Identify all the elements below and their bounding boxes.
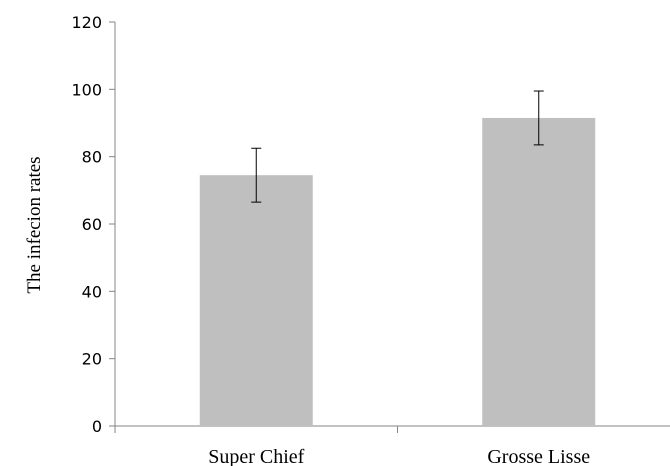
bar-super-chief — [199, 175, 313, 426]
x-tick-label: Grosse Lisse — [487, 446, 590, 466]
y-axis: 0 20 40 60 80 100 120 — [71, 13, 116, 436]
bars — [199, 117, 596, 426]
y-tick-label: 40 — [82, 282, 102, 301]
y-tick-label: 100 — [71, 80, 102, 99]
error-bars — [251, 90, 544, 203]
y-tick-label: 60 — [82, 215, 102, 234]
error-bar — [251, 147, 262, 203]
y-tick-label: 80 — [82, 148, 102, 167]
y-tick-label: 20 — [82, 350, 102, 369]
x-axis: Super Chief Grosse Lisse — [114, 425, 670, 466]
y-tick-label: 120 — [71, 13, 102, 32]
bar-grosse-lisse — [482, 117, 596, 426]
error-bar — [533, 90, 544, 146]
y-tick-label: 0 — [92, 417, 102, 436]
y-axis-title: The infecion rates — [24, 156, 45, 293]
x-tick-label: Super Chief — [208, 446, 304, 466]
